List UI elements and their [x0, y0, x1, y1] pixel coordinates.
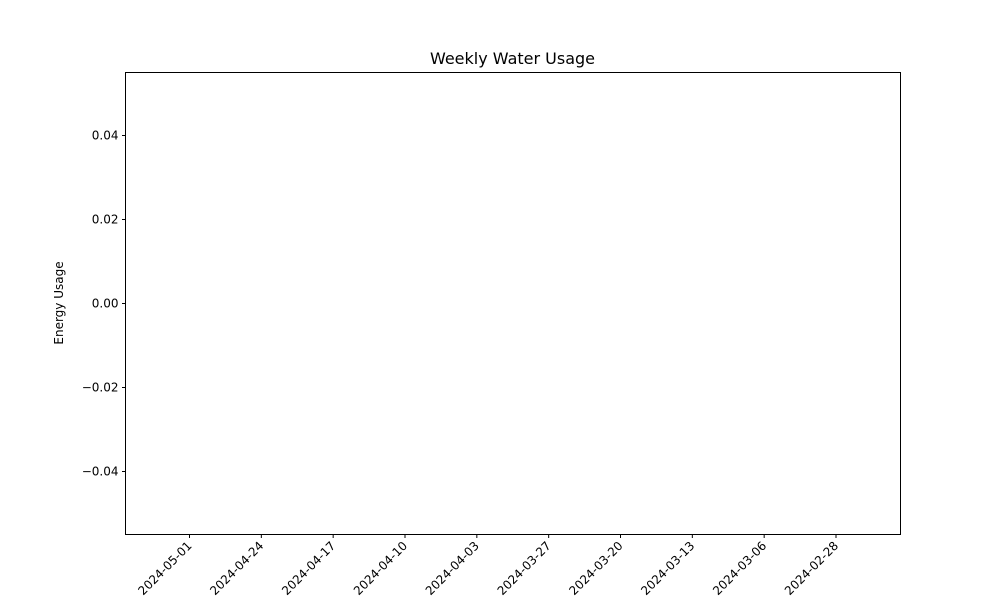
x-tick-label: 2024-04-03 — [423, 539, 482, 598]
y-tick-label: 0.04 — [92, 129, 119, 143]
x-tick-label: 2024-03-13 — [638, 539, 697, 598]
x-tick-label: 2024-02-28 — [782, 539, 841, 598]
y-axis-label: Energy Usage — [52, 261, 66, 344]
x-tick-label: 2024-04-24 — [207, 539, 266, 598]
x-tick-label: 2024-04-17 — [279, 539, 338, 598]
x-axis: 2024-05-01 2024-04-24 2024-04-17 2024-04-10… — [135, 534, 841, 598]
x-tick-label: 2024-05-01 — [135, 539, 194, 598]
y-tick-label: −0.02 — [82, 381, 119, 395]
plot-area — [125, 72, 901, 535]
x-tick-label: 2024-03-20 — [566, 539, 625, 598]
y-tick-label: −0.04 — [82, 465, 119, 479]
x-tick-label: 2024-04-10 — [351, 539, 410, 598]
y-axis: 0.04 0.02 0.00 −0.02 −0.04 — [82, 129, 126, 479]
x-tick-label: 2024-03-27 — [495, 539, 554, 598]
y-tick-label: 0.00 — [92, 297, 119, 311]
x-tick-label: 2024-03-06 — [710, 539, 769, 598]
y-tick-label: 0.02 — [92, 213, 119, 227]
chart-title: Weekly Water Usage — [430, 49, 595, 68]
